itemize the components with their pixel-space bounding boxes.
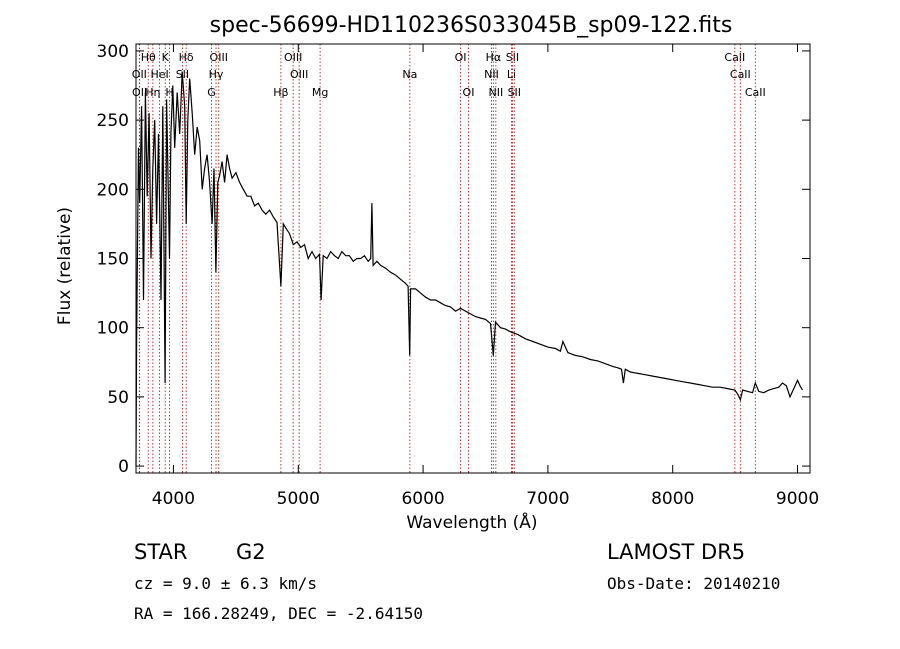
x-tick-label: 6000 — [401, 489, 444, 509]
redshift-velocity: cz = 9.0 ± 6.3 km/s — [134, 574, 318, 593]
spectral-line-label: OI — [463, 86, 475, 99]
spectral-line-label: Hγ — [209, 68, 224, 81]
y-tick-label: 150 — [97, 250, 129, 270]
y-tick-label: 300 — [97, 42, 129, 62]
x-axis-label: Wavelength (Å) — [406, 511, 537, 533]
spectral-line-label: CaII — [745, 86, 766, 99]
x-tick-label: 9000 — [776, 489, 819, 509]
observation-date: Obs-Date: 20140210 — [607, 574, 781, 593]
y-tick-label: 100 — [97, 319, 129, 339]
spectral-line-label: Li — [507, 68, 516, 81]
spectral-line-label: CaII — [730, 68, 751, 81]
spectral-line-label: Hη — [145, 86, 160, 99]
spectral-line-label: Mg — [312, 86, 328, 99]
spectral-line-label: NII — [484, 68, 499, 81]
spectral-line-label: OIII — [284, 51, 302, 64]
spectral-line-label: Hδ — [179, 51, 194, 64]
spectrum-series-line — [135, 71, 804, 467]
object-type: STAR — [134, 540, 188, 564]
spectral-line-label: OI — [455, 51, 467, 64]
spectral-line-label: K — [162, 51, 170, 64]
chart-title: spec-56699-HD110236S033045B_sp09-122.fit… — [210, 13, 733, 38]
x-tick-label: 5000 — [277, 489, 320, 509]
plot-frame — [135, 43, 811, 474]
spectral-line-label: Hθ — [141, 51, 156, 64]
y-tick-label: 0 — [118, 457, 129, 477]
ra-dec-coordinates: RA = 166.28249, DEC = -2.64150 — [134, 604, 423, 623]
y-axis-ticks: 0 50 100 150 200 250 300 — [97, 42, 810, 477]
spectral-line-label: NII — [488, 86, 503, 99]
y-tick-label: 250 — [97, 111, 129, 131]
spectral-line-label: HeI — [150, 68, 168, 81]
spectral-line-label: Na — [402, 68, 417, 81]
x-tick-label: 7000 — [526, 489, 569, 509]
object-subclass: G2 — [236, 540, 266, 564]
spectral-line-label: Hβ — [273, 86, 288, 99]
x-tick-label: 4000 — [152, 489, 195, 509]
y-tick-label: 50 — [107, 388, 129, 408]
survey-name: LAMOST DR5 — [607, 540, 746, 564]
x-tick-label: 8000 — [651, 489, 694, 509]
y-axis-label: Flux (relative) — [55, 207, 75, 325]
spectral-line-label: H — [165, 86, 173, 99]
spectral-line-label: OIII — [210, 51, 228, 64]
spectral-line-label: OIII — [290, 68, 308, 81]
spectral-line-label: SII — [508, 86, 521, 99]
spectral-line-label: CaII — [724, 51, 745, 64]
spectral-line-label: Hα — [486, 51, 502, 64]
y-tick-label: 200 — [97, 180, 129, 200]
spectral-line-label: SII — [506, 51, 519, 64]
spectral-line-label: G — [207, 86, 216, 99]
x-axis-ticks: 4000 5000 6000 7000 8000 9000 — [152, 44, 819, 509]
